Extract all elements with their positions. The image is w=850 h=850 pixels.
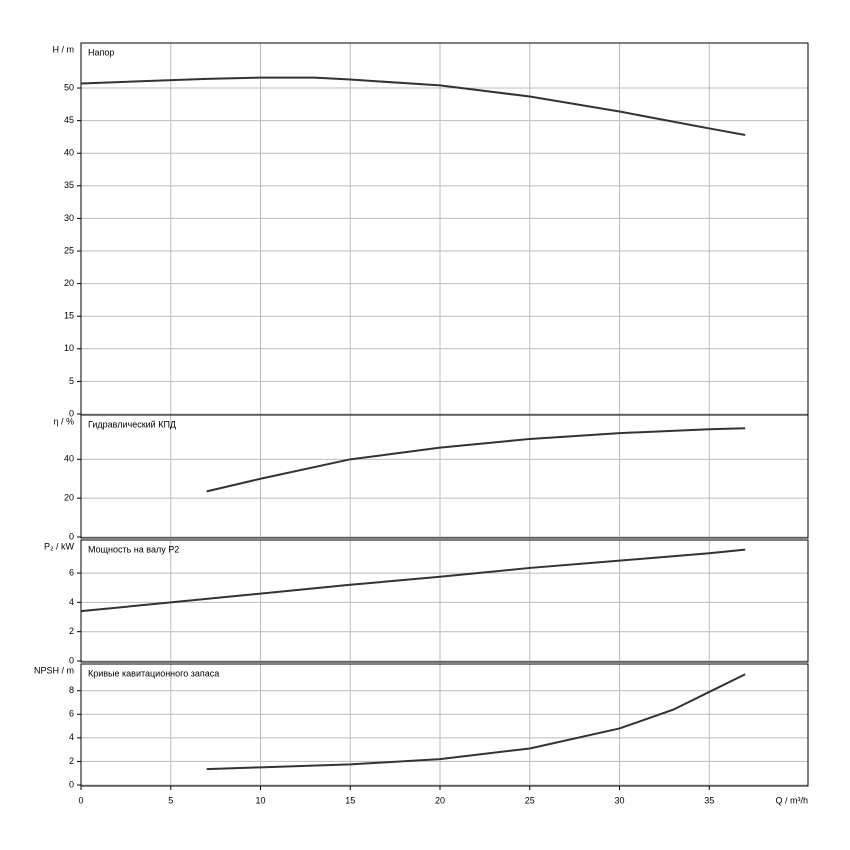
x-tick-label: 5 xyxy=(168,795,173,805)
data-line xyxy=(80,76,746,136)
y-tick-label: 6 xyxy=(69,709,74,719)
x-tick-label: 0 xyxy=(78,795,83,805)
y-tick-label: 40 xyxy=(64,454,74,464)
x-tick-label: 20 xyxy=(435,795,445,805)
panel-frame xyxy=(80,414,809,539)
x-tick-label: 10 xyxy=(255,795,265,805)
y-tick-label: 0 xyxy=(69,408,74,418)
y-tick-label: 20 xyxy=(64,278,74,288)
y-tick-label: 30 xyxy=(64,213,74,223)
y-tick-label: 6 xyxy=(69,567,74,577)
data-line xyxy=(206,427,746,493)
y-tick-label: 50 xyxy=(64,82,74,92)
panel-frame xyxy=(80,663,809,787)
y-tick-label: 5 xyxy=(69,376,74,386)
y-axis-label: η / % xyxy=(53,416,74,426)
y-axis-label: P₂ / kW xyxy=(44,541,74,551)
panel-frame xyxy=(80,42,809,416)
y-tick-label: 8 xyxy=(69,685,74,695)
y-tick-label: 0 xyxy=(69,531,74,541)
y-tick-label: 35 xyxy=(64,180,74,190)
data-line xyxy=(206,673,746,771)
y-tick-label: 4 xyxy=(69,597,74,607)
x-tick-label: 35 xyxy=(704,795,714,805)
y-tick-label: 2 xyxy=(69,756,74,766)
y-tick-label: 0 xyxy=(69,655,74,665)
panel-title: Гидравлический КПД xyxy=(88,419,176,429)
x-tick-label: 15 xyxy=(345,795,355,805)
y-tick-label: 25 xyxy=(64,245,74,255)
y-axis-label: NPSH / m xyxy=(34,665,74,675)
y-tick-label: 2 xyxy=(69,626,74,636)
y-tick-label: 15 xyxy=(64,311,74,321)
x-axis-label: Q / m³/h xyxy=(775,795,808,805)
panel-title: Кривые кавитационного запаса xyxy=(88,668,219,678)
panel-title: Мощность на валу P2 xyxy=(88,544,179,554)
panel-frame xyxy=(80,539,809,663)
y-tick-label: 40 xyxy=(64,148,74,158)
y-tick-label: 0 xyxy=(69,779,74,789)
x-tick-label: 30 xyxy=(615,795,625,805)
panel-title: Напор xyxy=(88,47,114,57)
x-tick-label: 25 xyxy=(525,795,535,805)
y-tick-label: 10 xyxy=(64,343,74,353)
y-tick-label: 4 xyxy=(69,732,74,742)
data-line xyxy=(80,548,746,613)
y-tick-label: 45 xyxy=(64,115,74,125)
y-axis-label: H / m xyxy=(53,44,75,54)
y-tick-label: 20 xyxy=(64,493,74,503)
